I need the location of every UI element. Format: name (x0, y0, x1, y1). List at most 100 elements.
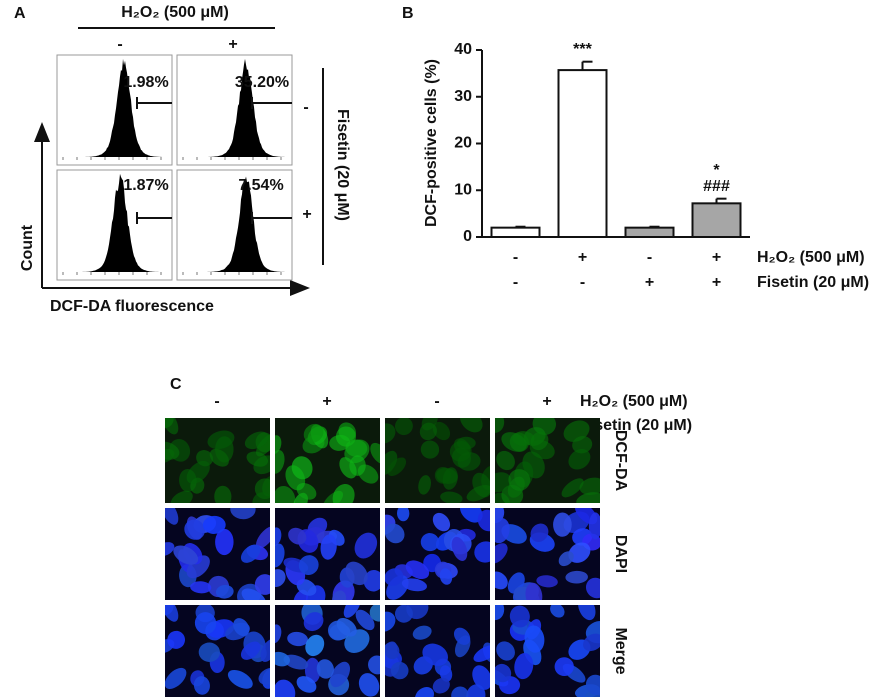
cell (495, 663, 512, 683)
cell (496, 450, 515, 471)
cell (419, 422, 437, 441)
micrograph (165, 508, 270, 600)
cell (252, 492, 270, 503)
row-sign: + (302, 206, 311, 223)
column-sign: - (117, 36, 122, 53)
condition-sign: - (513, 274, 518, 291)
cell (397, 508, 410, 522)
cell (401, 578, 427, 592)
histogram (59, 173, 170, 272)
cell (275, 527, 282, 547)
cell (246, 451, 269, 467)
cell (165, 605, 174, 616)
cell (283, 654, 309, 670)
cell (165, 542, 175, 557)
cell (565, 570, 588, 584)
bar (624, 226, 675, 238)
micrograph (495, 605, 600, 697)
cell (495, 605, 505, 621)
cell (165, 418, 174, 429)
cell (530, 523, 549, 542)
cell (451, 536, 468, 562)
cell (394, 418, 413, 436)
cell (167, 630, 185, 649)
cell (198, 642, 221, 662)
cell (258, 667, 270, 685)
micrograph (275, 605, 380, 697)
cell (275, 651, 290, 667)
cell (385, 611, 396, 632)
row-label: DCF-DA (612, 430, 629, 492)
cell (184, 519, 206, 540)
cell (473, 645, 490, 662)
row-label: Merge (612, 627, 629, 674)
significance-label: ### (703, 178, 730, 195)
y-axis-title: DCF-positive cells (%) (423, 59, 440, 227)
cell (434, 466, 452, 484)
condition-sign: + (712, 274, 721, 291)
gate-percentage: 1.98% (123, 74, 168, 91)
cell (584, 690, 600, 697)
cell (287, 631, 308, 647)
cell (394, 605, 413, 623)
cell (576, 492, 600, 503)
cell (332, 483, 355, 503)
y-axis-label: Count (19, 224, 36, 271)
cell (554, 657, 574, 677)
cell (449, 441, 472, 462)
condition-sign: - (647, 249, 652, 266)
condition-sign: - (580, 274, 585, 291)
cell (530, 431, 549, 451)
cell (275, 569, 286, 588)
cell (275, 679, 296, 697)
cell (496, 641, 515, 661)
cell (358, 673, 380, 697)
cell (165, 667, 187, 689)
panel-letter: C (170, 376, 182, 393)
cell (550, 605, 565, 618)
cell (432, 421, 451, 441)
cell (355, 609, 375, 631)
cell (387, 457, 407, 477)
micrograph (165, 605, 270, 697)
cell (385, 568, 404, 586)
cell (495, 571, 508, 590)
cell (459, 418, 483, 433)
cell (439, 568, 453, 585)
cell (451, 686, 469, 697)
cell (588, 512, 600, 540)
cell (296, 676, 317, 693)
cell (275, 449, 285, 474)
condition-sign: + (542, 393, 551, 410)
cell (215, 584, 234, 599)
cell (363, 570, 380, 592)
cell (227, 669, 253, 689)
cell (385, 642, 400, 660)
cell (170, 490, 193, 503)
y-tick-label: 10 (454, 181, 472, 198)
cell (305, 634, 325, 657)
cell (330, 661, 351, 688)
significance-label: * (713, 162, 720, 179)
cell (532, 418, 557, 435)
cell (193, 676, 210, 695)
cell (561, 478, 584, 498)
treatment-label: H₂O₂ (500 μM) (121, 4, 229, 21)
cell (256, 526, 270, 549)
cell (524, 625, 545, 653)
panel-letter: B (402, 5, 414, 22)
cell (495, 517, 510, 544)
cell (495, 508, 505, 524)
histogram (179, 58, 290, 157)
row-label: DAPI (612, 535, 629, 573)
cell (194, 612, 217, 635)
cell (303, 612, 324, 632)
micrograph (275, 508, 380, 600)
histogram (179, 176, 290, 272)
cell (420, 533, 440, 552)
cell (349, 455, 366, 476)
cell (190, 581, 212, 594)
cell (335, 426, 356, 447)
cell (241, 588, 266, 600)
